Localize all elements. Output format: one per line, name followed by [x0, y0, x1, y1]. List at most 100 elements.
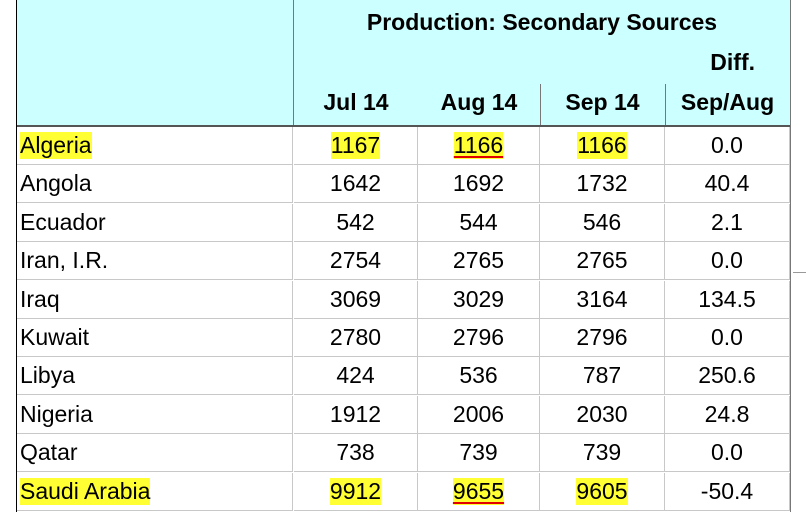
value: 250.6: [698, 362, 756, 389]
right-border: [790, 0, 791, 512]
country-cell: Algeria: [17, 127, 293, 165]
country-cell: Angola: [17, 165, 293, 204]
value-cell: 9655: [418, 472, 540, 511]
edge-line: [793, 272, 806, 273]
value: 546: [582, 208, 622, 235]
header-rule: [17, 125, 790, 127]
value-cell: 9605: [540, 472, 665, 511]
value: 0.0: [711, 324, 743, 350]
country: Saudi Arabia: [20, 477, 151, 505]
value: 2006: [452, 400, 505, 427]
value-cell: 2765: [418, 242, 540, 281]
value: 2.1: [711, 208, 743, 235]
value: 424: [336, 362, 375, 389]
value: 1692: [452, 170, 505, 197]
value-cell: 424: [294, 357, 418, 396]
value: 134.5: [698, 285, 756, 312]
value: 738: [336, 439, 375, 466]
value: 1732: [576, 170, 628, 197]
value: 24.8: [704, 400, 750, 427]
value-cell: 250.6: [665, 357, 790, 396]
value-cell: 134.5: [665, 280, 790, 319]
left-border: [16, 0, 17, 512]
value-cell: 2765: [540, 242, 665, 281]
header-band: [294, 0, 790, 126]
value-cell: 739: [418, 434, 540, 473]
value-cell: 2.1: [665, 203, 790, 242]
value-cell: 3164: [540, 280, 665, 319]
value: 739: [459, 439, 498, 466]
value: 3164: [576, 285, 628, 312]
value: 40.4: [704, 170, 750, 197]
country-cell: Nigeria: [17, 395, 293, 434]
column-header: Jul 14: [323, 89, 389, 115]
value-cell: 542: [294, 203, 418, 242]
country-cell: Qatar: [17, 434, 293, 473]
header-blank: [17, 0, 293, 126]
column-header: Sep/Aug: [680, 89, 775, 115]
value-cell: 1166: [540, 127, 665, 165]
value: 1166: [453, 132, 504, 159]
value-cell: 0.0: [665, 242, 790, 281]
country: Libya: [20, 362, 75, 389]
country: Angola: [20, 170, 92, 197]
value: 2754: [329, 247, 382, 274]
country: Kuwait: [20, 324, 90, 350]
value-cell: 787: [540, 357, 665, 396]
value-cell: 739: [540, 434, 665, 473]
value-cell: 1166: [418, 127, 540, 165]
value-cell: 546: [540, 203, 665, 242]
value-cell: 0.0: [665, 434, 790, 473]
value: 9912: [329, 477, 382, 505]
value: -50.4: [700, 477, 754, 504]
country: Iraq: [20, 285, 60, 312]
value-cell: 1642: [294, 165, 418, 204]
value-cell: 544: [418, 203, 540, 242]
value-cell: 1167: [294, 127, 418, 165]
value: 2765: [576, 247, 628, 274]
value: 9605: [576, 477, 628, 505]
value-cell: 2030: [540, 395, 665, 434]
country: Nigeria: [20, 400, 93, 427]
value: 0.0: [711, 439, 743, 466]
value: 1642: [329, 170, 382, 197]
value-cell: 1732: [540, 165, 665, 204]
value-cell: 2006: [418, 395, 540, 434]
column-header: Sep 14: [565, 89, 640, 115]
value-cell: -50.4: [665, 472, 790, 511]
column-header: Aug 14: [440, 89, 518, 115]
value: 1166: [577, 132, 627, 159]
value: 9655: [452, 477, 505, 505]
value-cell: 2796: [418, 319, 540, 357]
country-cell: Kuwait: [17, 319, 293, 357]
value: 3069: [329, 285, 382, 312]
value-cell: 24.8: [665, 395, 790, 434]
value: 2765: [452, 247, 505, 274]
value: 2796: [576, 324, 628, 350]
value: 0.0: [711, 247, 743, 274]
value: 1912: [329, 400, 382, 427]
value: 536: [459, 362, 498, 389]
value-cell: 738: [294, 434, 418, 473]
value: 0.0: [711, 132, 743, 158]
country: Algeria: [20, 132, 92, 159]
country-cell: Ecuador: [17, 203, 293, 242]
table-title: Production: Secondary Sources: [366, 9, 718, 35]
header-divider: [540, 84, 541, 126]
header-divider: [293, 0, 294, 126]
value: 739: [582, 439, 622, 466]
value-cell: 2780: [294, 319, 418, 357]
country-cell: Iran, I.R.: [17, 242, 293, 281]
value-cell: 3029: [418, 280, 540, 319]
country-cell: Iraq: [17, 280, 293, 319]
country-cell: Libya: [17, 357, 293, 396]
value-cell: 0.0: [665, 127, 790, 165]
value-cell: 1692: [418, 165, 540, 204]
value-cell: 9912: [294, 472, 418, 511]
value-cell: 3069: [294, 280, 418, 319]
country-cell: Saudi Arabia: [17, 472, 293, 511]
value-cell: 2754: [294, 242, 418, 281]
country: Iran, I.R.: [20, 247, 109, 274]
diff-label: Diff.: [710, 49, 755, 75]
